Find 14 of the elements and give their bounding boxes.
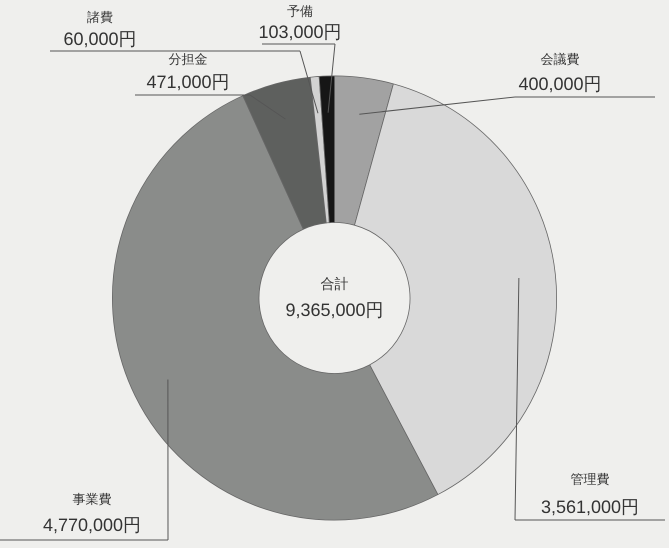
- text: 合計: [320, 276, 348, 293]
- slice-label: 諸費: [87, 10, 113, 26]
- data-label: 400,000円: [518, 74, 602, 94]
- slice-label: 事業費: [72, 492, 112, 508]
- text: 9,365,000円: [285, 300, 384, 320]
- data-label: 4,770,000円: [42, 514, 142, 535]
- slice-label: 分担金: [168, 52, 208, 68]
- data-label: 103,000円: [258, 22, 342, 42]
- slice-label: 会議費: [540, 52, 580, 68]
- data-label: 3,561,000円: [540, 496, 640, 517]
- slice-label: 予備: [287, 4, 313, 20]
- data-label: 471,000円: [146, 72, 230, 92]
- slice-label: 管理費: [570, 472, 610, 488]
- data-label: 60,000円: [63, 28, 137, 49]
